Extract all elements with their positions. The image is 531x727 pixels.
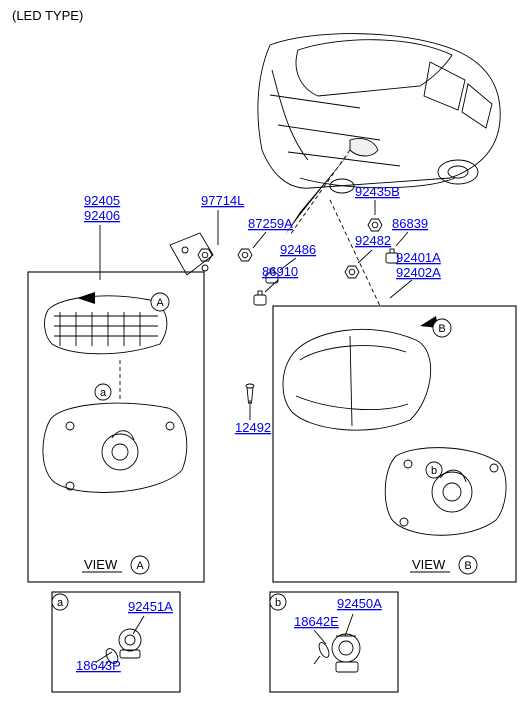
part-label-92451A[interactable]: 92451A <box>128 599 173 614</box>
part-label-97714L[interactable]: 97714L <box>201 193 244 208</box>
leader-line <box>133 616 144 634</box>
leader-line <box>345 614 353 636</box>
part-label-92402A[interactable]: 92402A <box>396 265 441 280</box>
part-label-18643P[interactable]: 18643P <box>76 658 121 673</box>
marker-letter: b <box>275 597 281 609</box>
part-label-92406[interactable]: 92406 <box>84 208 120 223</box>
marker-letter: A <box>136 560 144 572</box>
box-outer-lamp <box>273 306 516 582</box>
leader-line <box>396 232 408 246</box>
part-label-92482[interactable]: 92482 <box>355 233 391 248</box>
arrow-icon <box>77 292 95 304</box>
part-label-92401A[interactable]: 92401A <box>396 250 441 265</box>
marker-letter: b <box>431 465 437 477</box>
part-label-92405[interactable]: 92405 <box>84 193 120 208</box>
part-label-86910[interactable]: 86910 <box>262 264 298 279</box>
marker-letter: B <box>464 560 471 572</box>
part-label-12492[interactable]: 12492 <box>235 420 271 435</box>
part-label-92486[interactable]: 92486 <box>280 242 316 257</box>
leader-line <box>253 232 266 248</box>
dashed-line <box>290 150 350 235</box>
leader-line <box>390 280 412 298</box>
marker-letter: a <box>57 597 64 609</box>
marker-letter: a <box>100 387 107 399</box>
part-label-18642E[interactable]: 18642E <box>294 614 339 629</box>
view-label: VIEW <box>84 557 118 572</box>
nut-icon <box>238 249 252 261</box>
nut-icon <box>198 249 212 261</box>
part-label-87259A[interactable]: 87259A <box>248 216 293 231</box>
nut-icon <box>368 219 382 231</box>
leader-line <box>314 630 326 644</box>
part-label-92450A[interactable]: 92450A <box>337 596 382 611</box>
header-led-type: (LED TYPE) <box>12 8 83 23</box>
part-label-86839[interactable]: 86839 <box>392 216 428 231</box>
marker-letter: A <box>156 297 164 309</box>
vehicle-outline <box>258 34 500 193</box>
box-inner-lamp <box>28 272 204 582</box>
detail-b <box>314 634 360 672</box>
outer-lamp-assy <box>283 329 506 535</box>
clip-icon <box>254 291 266 305</box>
nut-icon <box>345 266 359 278</box>
view-label: VIEW <box>412 557 446 572</box>
leader-line <box>358 250 372 263</box>
dashed-line <box>330 200 380 306</box>
part-label-92435B[interactable]: 92435B <box>355 184 400 199</box>
vehicle-leader <box>285 150 352 235</box>
marker-letter: B <box>438 323 445 335</box>
